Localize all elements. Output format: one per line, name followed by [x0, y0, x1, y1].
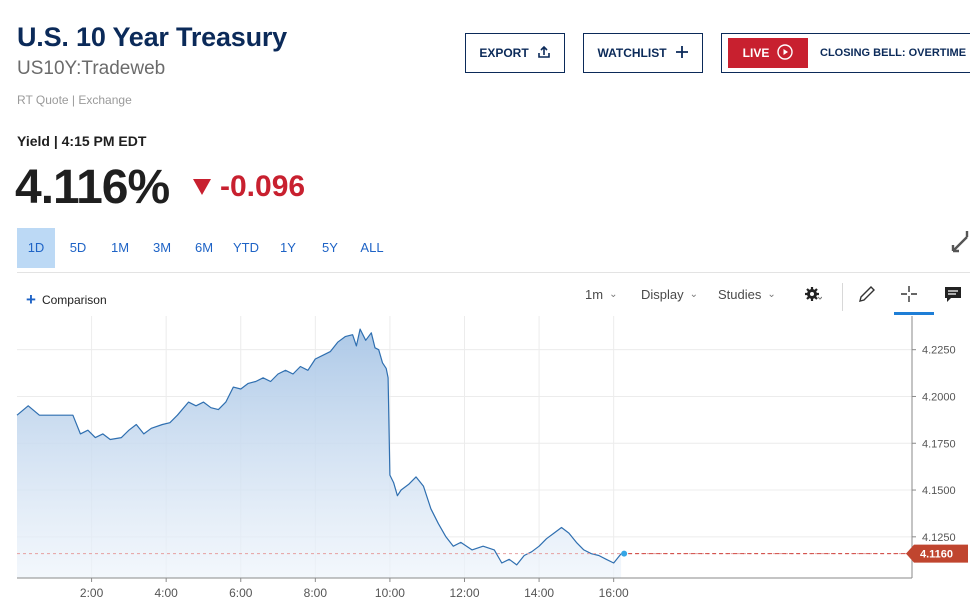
- share-upload-icon: [537, 45, 551, 62]
- x-tick-label: 6:00: [229, 586, 253, 600]
- range-tab-all[interactable]: ALL: [360, 240, 384, 255]
- display-dropdown[interactable]: Display ⌄: [641, 287, 698, 302]
- comparison-button[interactable]: + Comparison: [26, 290, 107, 310]
- settings-button[interactable]: [798, 282, 828, 310]
- studies-dropdown[interactable]: Studies ⌄: [718, 287, 776, 302]
- range-tab-5y[interactable]: 5Y: [322, 240, 338, 255]
- crosshair-icon: [899, 284, 919, 309]
- yield-timestamp: Yield | 4:15 PM EDT: [17, 133, 147, 149]
- range-tab-3m[interactable]: 3M: [152, 240, 172, 255]
- interval-dropdown[interactable]: 1m ⌄: [585, 287, 617, 302]
- live-program-title: CLOSING BELL: OVERTIME: [820, 47, 967, 59]
- y-tick-label: 4.1500: [922, 485, 956, 497]
- last-price: 4.116%: [15, 161, 170, 214]
- display-label: Display: [641, 287, 684, 302]
- y-tick-label: 4.1250: [922, 532, 956, 544]
- chevron-down-icon: ⌄: [689, 289, 699, 300]
- interval-label: 1m: [585, 287, 604, 302]
- y-tick-label: 4.2000: [922, 391, 956, 403]
- down-triangle-icon: [192, 170, 212, 204]
- range-tab-5d[interactable]: 5D: [69, 240, 87, 255]
- crosshair-active-indicator: [894, 312, 934, 315]
- expand-arrows-icon[interactable]: [950, 228, 970, 254]
- pencil-icon: [857, 284, 877, 309]
- section-divider: [17, 272, 970, 273]
- range-tab-1y[interactable]: 1Y: [280, 240, 296, 255]
- export-button[interactable]: EXPORT: [465, 33, 565, 73]
- live-label: LIVE: [742, 46, 770, 60]
- x-tick-label: 10:00: [375, 586, 405, 600]
- studies-label: Studies: [718, 287, 762, 302]
- live-tv-button[interactable]: LIVE CLOSING BELL: OVERTIME: [721, 33, 970, 73]
- range-tab-1m[interactable]: 1M: [110, 240, 130, 255]
- chevron-down-icon: ⌄: [609, 289, 618, 300]
- plus-icon: +: [26, 290, 36, 309]
- comment-icon: [943, 284, 963, 309]
- range-tabs: 1D 5D 1M 3M 6M YTD 1Y 5Y ALL: [17, 228, 395, 268]
- change-value: -0.096: [220, 170, 306, 203]
- last-value-badge: [906, 544, 968, 563]
- comparison-label: Comparison: [41, 293, 107, 307]
- export-label: EXPORT: [479, 46, 529, 60]
- yield-chart[interactable]: 2:00 4:00 6:00 8:00 10:00 12:00 14:00 16:00 4.22…: [0, 316, 970, 608]
- page-title: U.S. 10 Year Treasury: [17, 22, 287, 52]
- range-tab-1d[interactable]: 1D: [17, 228, 55, 268]
- x-tick-label: 14:00: [524, 586, 554, 600]
- y-tick-label: 4.1750: [922, 438, 956, 450]
- symbol-label: US10Y:Tradeweb: [17, 58, 166, 79]
- plus-icon: [675, 45, 689, 62]
- y-tick-label: 4.2250: [922, 345, 956, 357]
- watchlist-button[interactable]: WATCHLIST: [583, 33, 703, 73]
- comment-button[interactable]: [938, 282, 968, 310]
- live-badge: LIVE: [728, 38, 808, 68]
- quote-source: RT Quote | Exchange: [17, 93, 132, 107]
- x-tick-label: 2:00: [80, 586, 104, 600]
- gear-icon: [804, 285, 823, 308]
- last-point-marker: [621, 550, 628, 557]
- watchlist-label: WATCHLIST: [597, 46, 667, 60]
- x-tick-label: 12:00: [449, 586, 479, 600]
- series-line: [16, 328, 622, 566]
- x-tick-label: 8:00: [304, 586, 328, 600]
- x-tick-label: 4:00: [154, 586, 178, 600]
- series-area: [17, 329, 622, 578]
- range-tab-6m[interactable]: 6M: [194, 240, 214, 255]
- crosshair-button[interactable]: [894, 282, 924, 310]
- play-circle-icon: [777, 43, 794, 63]
- price-change: -0.096: [192, 170, 305, 204]
- toolbar-divider: [842, 283, 843, 311]
- chevron-down-icon: ⌄: [767, 289, 776, 300]
- last-value-label: 4.1160: [920, 549, 953, 561]
- range-tab-ytd[interactable]: YTD: [233, 240, 259, 255]
- draw-button[interactable]: [852, 282, 882, 310]
- x-tick-label: 16:00: [599, 586, 629, 600]
